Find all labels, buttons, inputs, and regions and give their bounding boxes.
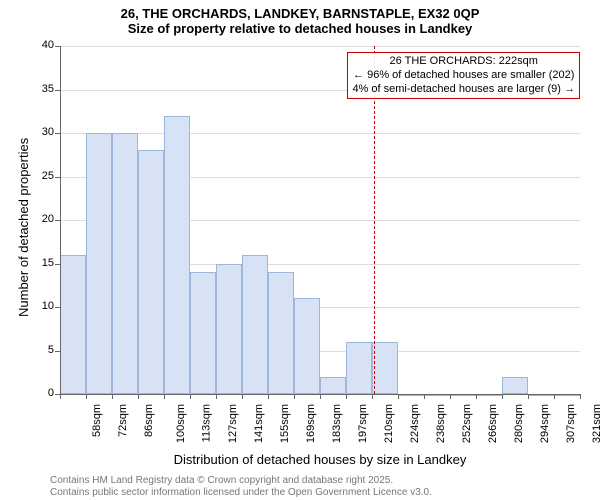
x-tick-label: 100sqm (175, 404, 187, 443)
y-axis-line (60, 46, 61, 394)
histogram-bar (294, 298, 319, 394)
x-tick-mark (580, 394, 581, 399)
x-tick-mark (320, 394, 321, 399)
histogram-bar (60, 255, 85, 394)
x-tick-mark (60, 394, 61, 399)
x-tick-label: 321sqm (591, 404, 600, 443)
x-tick-mark (398, 394, 399, 399)
histogram-bar (502, 377, 527, 394)
x-tick-label: 238sqm (435, 404, 447, 443)
x-tick-mark (372, 394, 373, 399)
title-line-2: Size of property relative to detached ho… (0, 21, 600, 36)
attribution-line-1: Contains HM Land Registry data © Crown c… (50, 475, 393, 486)
y-tick-label: 30 (28, 126, 54, 138)
title-line-1: 26, THE ORCHARDS, LANDKEY, BARNSTAPLE, E… (0, 6, 600, 21)
x-tick-label: 252sqm (461, 404, 473, 443)
x-tick-mark (268, 394, 269, 399)
y-axis-label: Number of detached properties (16, 138, 31, 317)
x-tick-mark (476, 394, 477, 399)
x-tick-mark (528, 394, 529, 399)
histogram-bar (242, 255, 267, 394)
x-tick-label: 141sqm (253, 404, 265, 443)
x-tick-label: 280sqm (513, 404, 525, 443)
histogram-bar (320, 377, 345, 394)
x-tick-mark (346, 394, 347, 399)
histogram-bar (164, 116, 189, 394)
x-tick-mark (242, 394, 243, 399)
y-tick-label: 25 (28, 170, 54, 182)
x-tick-label: 307sqm (565, 404, 577, 443)
x-tick-label: 224sqm (409, 404, 421, 443)
x-tick-mark (112, 394, 113, 399)
x-tick-label: 183sqm (331, 404, 343, 443)
y-tick-label: 35 (28, 83, 54, 95)
histogram-bar (86, 133, 111, 394)
x-tick-label: 294sqm (539, 404, 551, 443)
y-tick-label: 10 (28, 300, 54, 312)
histogram-bar (372, 342, 397, 394)
x-tick-label: 58sqm (91, 404, 103, 437)
x-tick-label: 266sqm (487, 404, 499, 443)
x-tick-mark (424, 394, 425, 399)
histogram-bar (216, 264, 241, 395)
callout-box: 26 THE ORCHARDS: 222sqm← 96% of detached… (347, 52, 580, 99)
y-tick-label: 5 (28, 344, 54, 356)
x-tick-label: 72sqm (117, 404, 129, 437)
x-tick-mark (86, 394, 87, 399)
grid-line (60, 133, 580, 134)
histogram-bar (346, 342, 371, 394)
histogram-bar (138, 150, 163, 394)
x-tick-label: 86sqm (143, 404, 155, 437)
x-tick-mark (554, 394, 555, 399)
x-tick-mark (190, 394, 191, 399)
histogram-bar (268, 272, 293, 394)
x-tick-label: 113sqm (200, 404, 212, 442)
x-tick-label: 127sqm (227, 404, 239, 443)
callout-line: 4% of semi-detached houses are larger (9… (352, 83, 575, 97)
x-tick-label: 197sqm (357, 404, 369, 443)
callout-line: ← 96% of detached houses are smaller (20… (352, 69, 575, 83)
y-tick-label: 20 (28, 213, 54, 225)
histogram-bar (112, 133, 137, 394)
y-tick-label: 0 (28, 387, 54, 399)
y-tick-label: 40 (28, 39, 54, 51)
callout-line: 26 THE ORCHARDS: 222sqm (352, 55, 575, 69)
x-tick-mark (294, 394, 295, 399)
x-tick-label: 210sqm (383, 404, 395, 443)
attribution-line-2: Contains public sector information licen… (50, 487, 432, 498)
x-axis-label: Distribution of detached houses by size … (60, 452, 580, 467)
x-tick-mark (164, 394, 165, 399)
grid-line (60, 46, 580, 47)
x-tick-mark (138, 394, 139, 399)
x-tick-mark (216, 394, 217, 399)
y-tick-label: 15 (28, 257, 54, 269)
x-tick-mark (450, 394, 451, 399)
histogram-bar (190, 272, 215, 394)
x-tick-label: 155sqm (279, 404, 291, 443)
x-tick-mark (502, 394, 503, 399)
x-tick-label: 169sqm (305, 404, 317, 443)
